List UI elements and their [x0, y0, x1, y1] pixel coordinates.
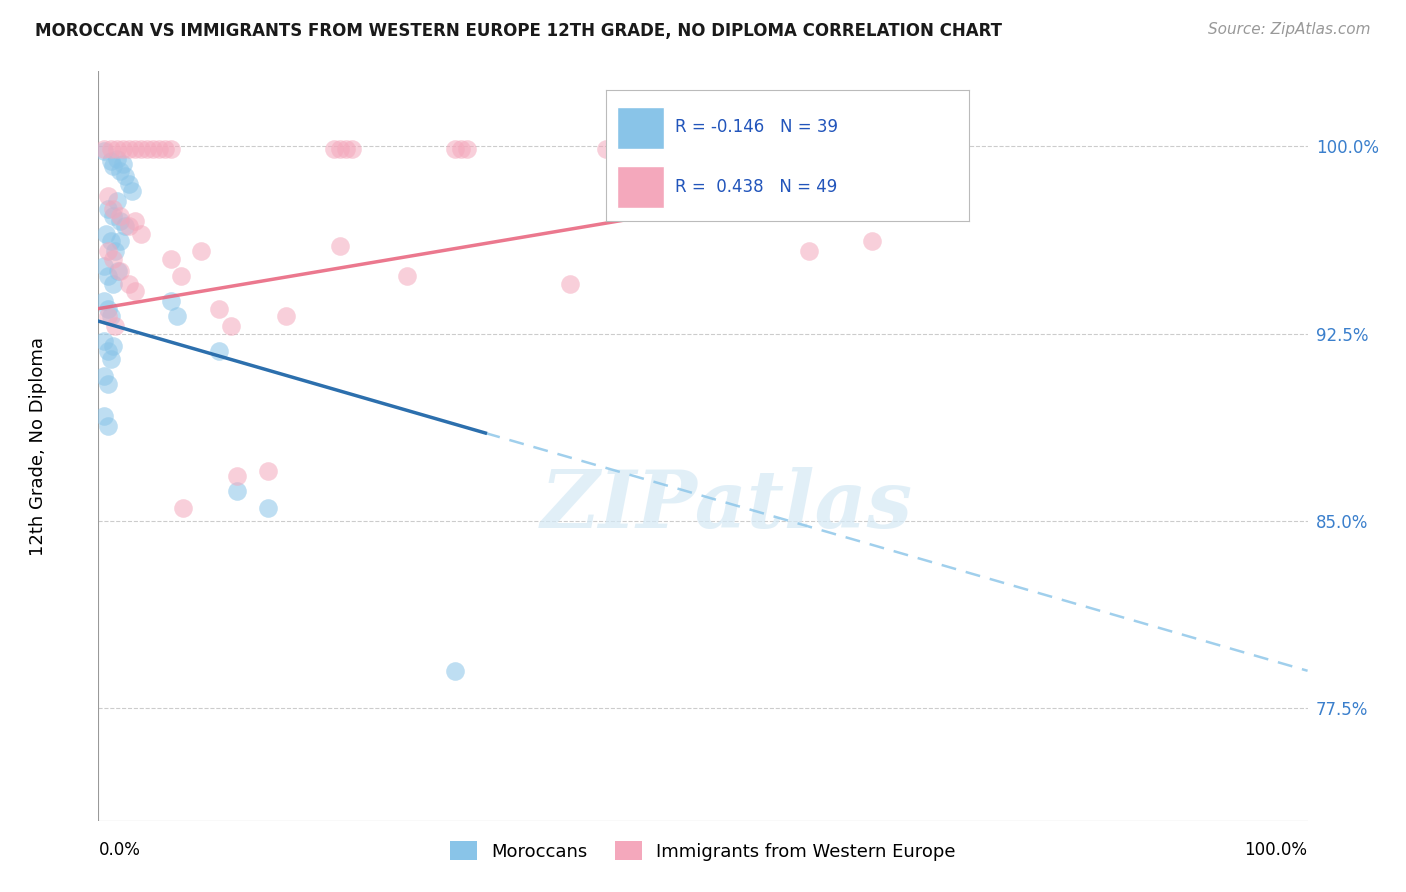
Point — [558, 277, 581, 291]
Point — [97, 344, 120, 359]
Point — [456, 142, 478, 156]
Point — [97, 309, 120, 323]
Point — [323, 142, 346, 156]
Point — [105, 152, 128, 166]
Point — [101, 252, 124, 266]
Point — [108, 164, 131, 178]
Point — [93, 369, 115, 384]
Point — [111, 142, 134, 156]
Point — [444, 664, 467, 678]
Text: Source: ZipAtlas.com: Source: ZipAtlas.com — [1208, 22, 1371, 37]
Point — [129, 227, 152, 241]
Point — [118, 142, 141, 156]
Point — [886, 169, 908, 184]
Point — [256, 464, 278, 478]
Point — [97, 269, 120, 284]
Point — [104, 244, 127, 259]
Point — [97, 419, 120, 434]
Point — [114, 169, 136, 184]
Point — [172, 501, 194, 516]
Point — [100, 309, 122, 323]
Point — [226, 469, 249, 483]
Point — [450, 142, 472, 156]
Point — [256, 501, 278, 516]
Point — [160, 252, 183, 266]
Point — [444, 142, 467, 156]
Point — [93, 409, 115, 423]
Point — [101, 202, 124, 216]
Text: 100.0%: 100.0% — [1244, 840, 1308, 859]
Text: 12th Grade, No Diploma: 12th Grade, No Diploma — [30, 336, 46, 556]
Point — [97, 202, 120, 216]
Point — [135, 142, 157, 156]
Point — [166, 309, 188, 323]
Point — [101, 277, 124, 291]
Text: 0.0%: 0.0% — [98, 840, 141, 859]
Point — [124, 284, 146, 298]
Point — [118, 277, 141, 291]
Point — [121, 184, 143, 198]
Point — [108, 209, 131, 223]
Point — [100, 351, 122, 366]
Point — [118, 177, 141, 191]
Point — [105, 194, 128, 209]
Point — [100, 142, 122, 156]
Point — [114, 219, 136, 234]
Point — [860, 234, 883, 248]
Point — [97, 244, 120, 259]
Point — [97, 301, 120, 316]
Point — [94, 227, 117, 241]
Text: MOROCCAN VS IMMIGRANTS FROM WESTERN EUROPE 12TH GRADE, NO DIPLOMA CORRELATION CH: MOROCCAN VS IMMIGRANTS FROM WESTERN EURO… — [35, 22, 1002, 40]
Point — [190, 244, 212, 259]
Point — [148, 142, 170, 156]
Point — [153, 142, 176, 156]
Point — [274, 309, 297, 323]
Point — [93, 334, 115, 348]
Point — [93, 259, 115, 273]
Point — [93, 142, 115, 156]
Point — [108, 214, 131, 228]
Point — [97, 376, 120, 391]
Point — [129, 142, 152, 156]
Point — [111, 157, 134, 171]
Point — [101, 209, 124, 223]
Point — [93, 145, 115, 159]
Point — [335, 142, 357, 156]
Point — [100, 154, 122, 169]
Point — [208, 344, 231, 359]
Point — [208, 301, 231, 316]
Point — [101, 339, 124, 353]
Point — [342, 142, 364, 156]
Point — [124, 142, 146, 156]
Point — [329, 239, 352, 253]
Point — [221, 319, 243, 334]
Point — [105, 142, 128, 156]
Point — [107, 264, 129, 278]
Point — [100, 234, 122, 248]
Point — [169, 269, 191, 284]
Point — [101, 159, 124, 173]
Point — [160, 142, 183, 156]
Point — [93, 294, 115, 309]
Point — [142, 142, 165, 156]
Point — [108, 234, 131, 248]
Point — [395, 269, 418, 284]
Point — [160, 294, 183, 309]
Text: ZIPatlas: ZIPatlas — [541, 467, 914, 545]
Point — [226, 483, 249, 498]
Point — [595, 142, 617, 156]
Point — [118, 219, 141, 234]
Point — [104, 319, 127, 334]
Point — [799, 244, 821, 259]
Point — [849, 142, 872, 156]
Point — [108, 264, 131, 278]
Point — [329, 142, 352, 156]
Legend: Moroccans, Immigrants from Western Europe: Moroccans, Immigrants from Western Europ… — [443, 834, 963, 868]
Point — [97, 189, 120, 203]
Point — [124, 214, 146, 228]
